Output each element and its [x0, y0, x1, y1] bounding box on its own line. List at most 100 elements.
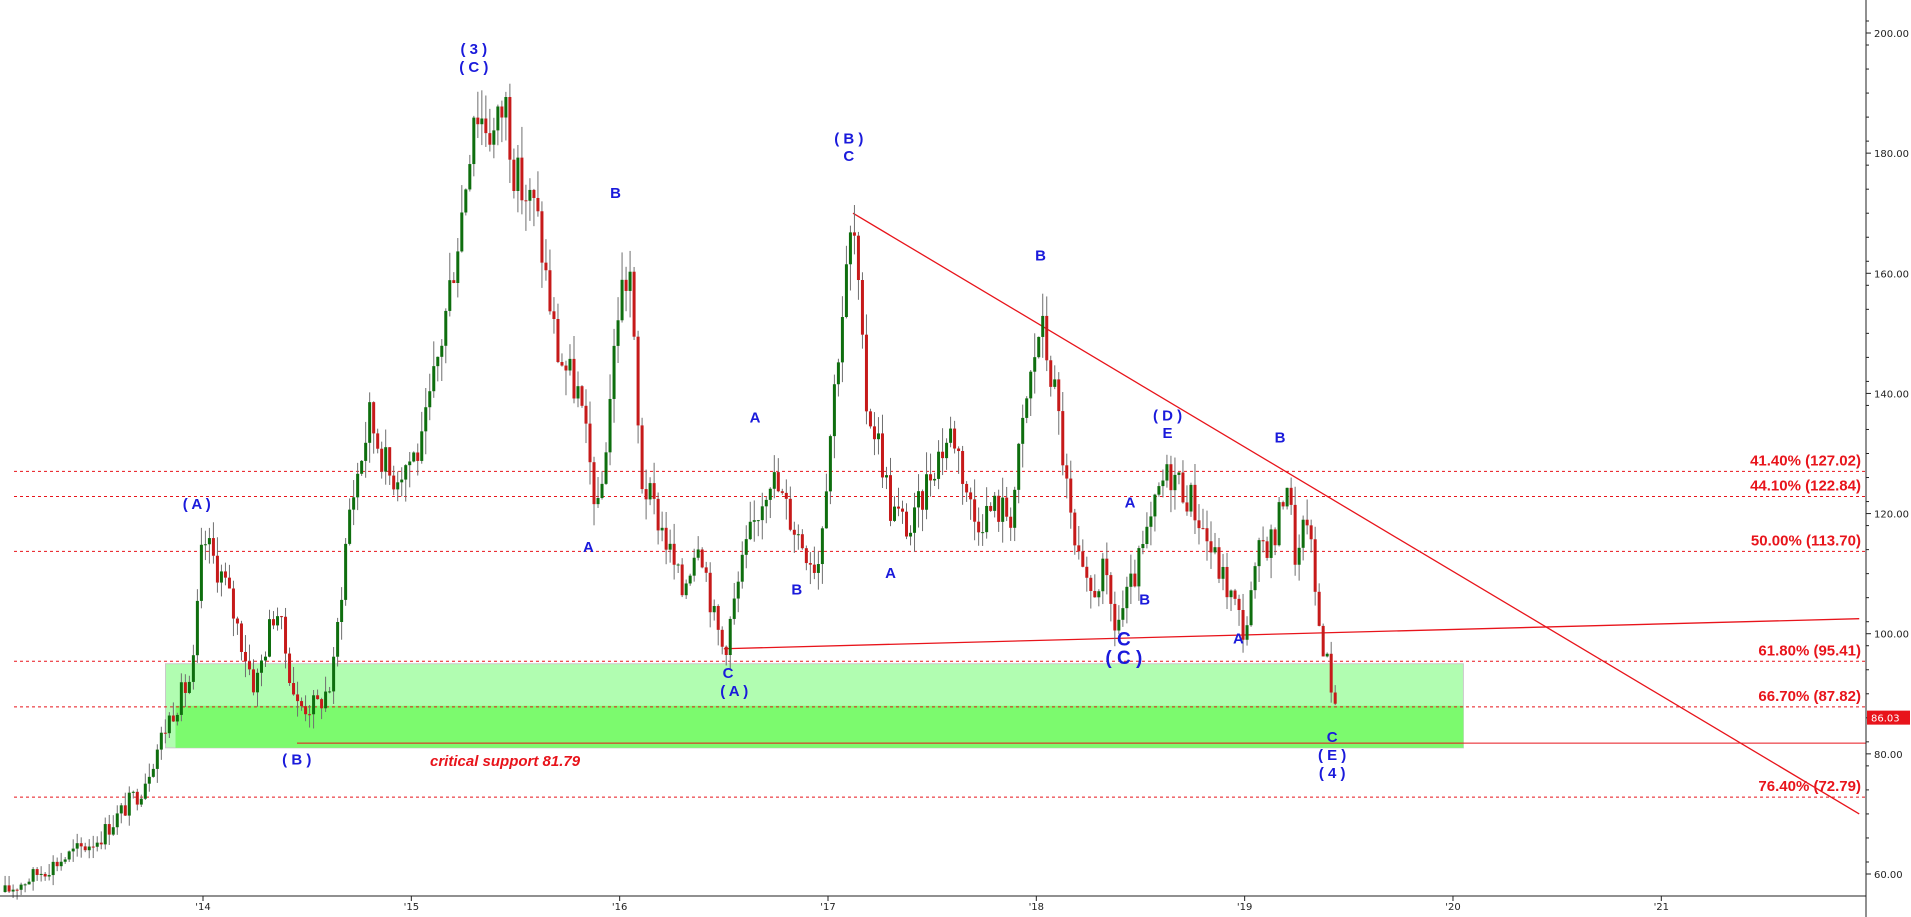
candle-body: [119, 805, 123, 814]
candle-body: [512, 159, 516, 191]
candle-body: [1061, 411, 1065, 466]
candle-body: [408, 461, 412, 466]
candle-body: [856, 235, 860, 281]
candle-body: [1065, 465, 1069, 479]
candle-body: [416, 452, 420, 461]
candle-body: [1317, 591, 1321, 626]
candle-body: [404, 465, 408, 480]
wave-label: C: [1327, 729, 1338, 746]
candle-body: [985, 505, 989, 533]
candle-body: [436, 356, 440, 367]
wave-label: B: [610, 185, 621, 202]
candle-body: [316, 695, 320, 700]
candle-body: [1285, 487, 1289, 507]
candlesticks: [3, 83, 1337, 900]
candle-body: [1101, 558, 1105, 592]
candle-body: [324, 691, 328, 709]
candle-body: [1233, 590, 1237, 599]
candle-body: [901, 508, 905, 512]
wave-label: B: [1275, 430, 1286, 447]
candle-body: [872, 426, 876, 440]
candle-body: [496, 106, 500, 131]
wave-label: A: [885, 565, 896, 582]
time-axis[interactable]: '14 '15 '16 '17 '18 '19 '20 '21: [0, 895, 1866, 913]
candle-body: [1033, 357, 1037, 372]
candle-body: [600, 483, 604, 499]
time-axis-label: '21: [1654, 902, 1669, 913]
candle-body: [941, 451, 945, 459]
candle-body: [23, 884, 27, 886]
fib-level-label: 66.70% (87.82): [1758, 688, 1861, 705]
candle-body: [933, 478, 937, 481]
fib-level-label: 76.40% (72.79): [1758, 778, 1861, 795]
candle-body: [1225, 566, 1229, 598]
candle-body: [628, 271, 632, 291]
candle-body: [552, 311, 556, 320]
fib-level-label: 41.40% (127.02): [1750, 452, 1861, 469]
candle-body: [452, 280, 456, 283]
candle-body: [816, 564, 820, 573]
candle-body: [340, 599, 344, 622]
candle-body: [71, 848, 75, 852]
candle-body: [284, 616, 288, 654]
candle-body: [604, 452, 608, 484]
candle-body: [1109, 575, 1113, 604]
time-axis-label: '15: [404, 902, 419, 913]
candle-body: [848, 232, 852, 265]
candle-body: [1049, 360, 1053, 387]
candle-body: [548, 270, 552, 312]
candle-body: [183, 682, 187, 693]
candle-body: [1257, 540, 1261, 567]
candle-body: [1189, 484, 1193, 512]
candle-body: [760, 506, 764, 521]
wave-label: B: [1139, 591, 1150, 608]
candle-body: [320, 699, 324, 709]
candle-body: [688, 575, 692, 584]
candle-body: [372, 402, 376, 434]
candle-body: [708, 572, 712, 613]
candle-body: [259, 660, 263, 673]
candle-body: [1057, 379, 1061, 412]
candle-body: [620, 279, 624, 321]
candle-body: [187, 681, 191, 693]
candle-body: [945, 442, 949, 459]
candle-body: [392, 475, 396, 490]
current-price-tag-label: 86.03: [1871, 714, 1900, 725]
candle-body: [832, 384, 836, 437]
candle-body: [864, 334, 868, 412]
candle-body: [380, 448, 384, 472]
candle-body: [87, 846, 91, 851]
wave-label: A: [583, 539, 594, 556]
candle-body: [195, 600, 199, 656]
candle-body: [1297, 547, 1301, 565]
candle-body: [880, 433, 884, 478]
wave-label: E: [1163, 425, 1173, 442]
candle-body: [3, 885, 7, 893]
candle-body: [1105, 558, 1109, 576]
wave-label: C: [843, 148, 854, 165]
candle-body: [700, 549, 704, 568]
candle-body: [860, 280, 864, 335]
candle-body: [732, 598, 736, 619]
candle-body: [179, 682, 183, 715]
candle-body: [1301, 519, 1305, 548]
price-axis[interactable]: 200.00 180.00 160.00 140.00 120.00 100.00 80.0…: [1865, 0, 1909, 917]
candle-body: [276, 616, 280, 626]
candle-body: [925, 474, 929, 510]
candle-body: [400, 479, 404, 483]
candle-body: [263, 656, 267, 661]
candle-body: [852, 232, 856, 236]
candle-body: [1093, 590, 1097, 598]
candle-body: [1021, 417, 1025, 444]
candle-body: [1141, 544, 1145, 549]
candle-body: [1009, 516, 1013, 528]
candle-body: [1129, 573, 1133, 587]
candle-body: [744, 539, 748, 555]
candle-body: [1137, 548, 1141, 587]
candle-body: [356, 473, 360, 498]
wave-label: ( D ): [1153, 407, 1182, 424]
candle-body: [800, 534, 804, 549]
candle-body: [1165, 464, 1169, 481]
candle-body: [131, 791, 135, 793]
candle-body: [937, 451, 941, 479]
